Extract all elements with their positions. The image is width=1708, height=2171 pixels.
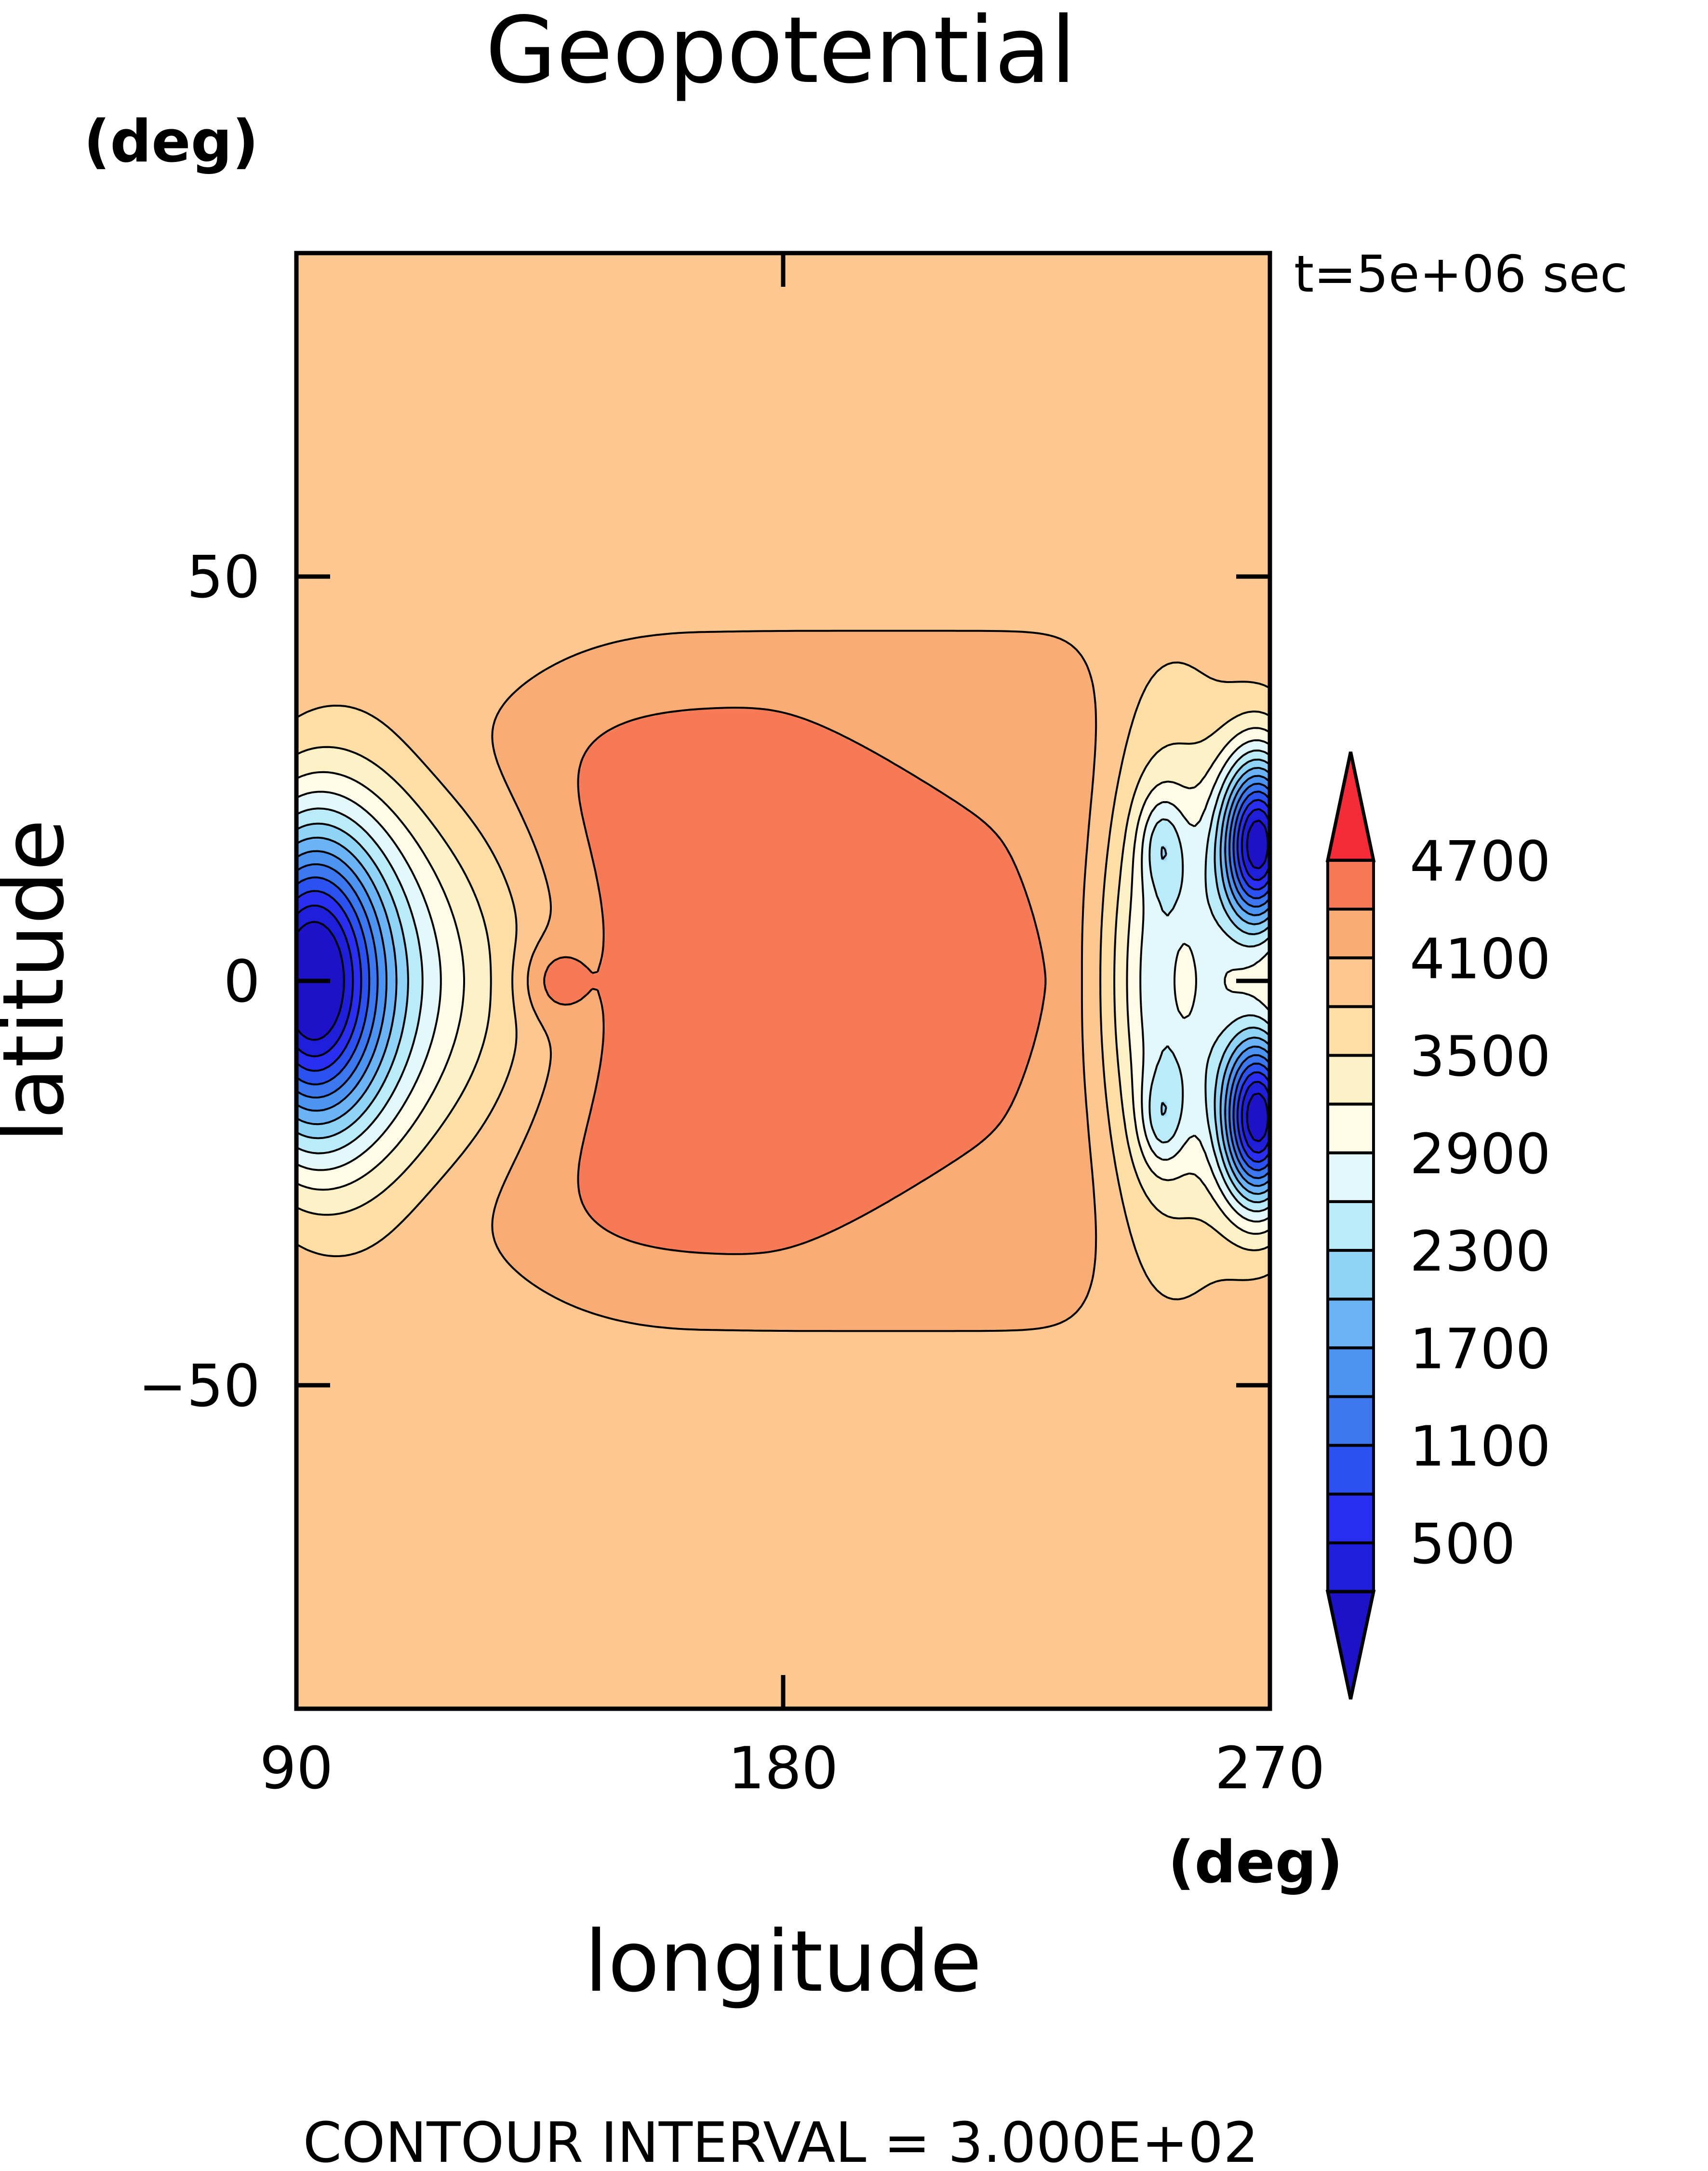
colorbar-box xyxy=(1326,1298,1375,1350)
colorbar-label: 1100 xyxy=(1410,1415,1551,1479)
y-unit-label: (deg) xyxy=(84,108,259,175)
x-tick-label: 180 xyxy=(728,1735,838,1802)
contour-line-4100 xyxy=(491,630,1097,1332)
colorbar-arrow-bottom xyxy=(1325,1590,1376,1700)
x-axis-label: longitude xyxy=(585,1913,982,2011)
colorbar-label: 4700 xyxy=(1410,830,1551,894)
colorbar-box xyxy=(1326,1492,1375,1544)
contour-line-500 xyxy=(296,808,1270,1154)
colorbar-box xyxy=(1326,956,1375,1008)
colorbar-arrow-top xyxy=(1325,751,1376,862)
colorbar-box xyxy=(1326,1395,1375,1447)
y-tick-label: 0 xyxy=(224,949,260,1016)
contour-line-1100 xyxy=(296,791,1270,1171)
colorbar-box xyxy=(1326,1200,1375,1252)
colorbar-box xyxy=(1326,1054,1375,1106)
colorbar-label: 4100 xyxy=(1410,927,1551,992)
colorbar-box xyxy=(1326,1346,1375,1398)
y-tick-label: −50 xyxy=(138,1353,260,1420)
x-tick-label: 270 xyxy=(1214,1735,1325,1802)
y-tick-labels: −50 0 50 xyxy=(138,544,260,1420)
colorbar-box xyxy=(1326,1102,1375,1154)
time-label: t=5e+06 sec xyxy=(1294,245,1628,304)
contour-line-2300 xyxy=(296,758,1270,1204)
x-tick-labels: 90 180 270 xyxy=(260,1735,1325,1802)
colorbar-box xyxy=(1326,859,1375,911)
contour-line-200 xyxy=(296,819,1269,1142)
colorbar xyxy=(1325,751,1376,1700)
contour-line-2600 xyxy=(296,750,1270,1212)
contour-line-1400 xyxy=(296,782,1270,1179)
contour-lines xyxy=(296,630,1270,1332)
x-unit-label: (deg) xyxy=(1168,1829,1343,1896)
axis-ticks xyxy=(294,253,1272,1709)
contour-line-3500 xyxy=(296,710,1270,1251)
colorbar-label: 3500 xyxy=(1410,1025,1551,1089)
colorbar-label: 2300 xyxy=(1410,1220,1551,1284)
colorbar-box xyxy=(1326,1444,1375,1496)
colorbar-box xyxy=(1326,1249,1375,1301)
y-axis-label: latitude xyxy=(0,819,83,1142)
plot-area xyxy=(296,253,1270,1709)
contour-line-3800 xyxy=(296,661,1270,1300)
contour-line-3200 xyxy=(296,727,1270,1235)
contour-line-1700 xyxy=(296,775,1270,1187)
x-tick-label: 90 xyxy=(260,1735,334,1802)
y-tick-label: 50 xyxy=(187,544,260,611)
colorbar-labels: 500 1100 1700 2300 2900 3500 4100 4700 xyxy=(1410,830,1551,1577)
contour-line-2000 xyxy=(296,767,1270,1195)
contour-line-2900 xyxy=(296,739,1270,1223)
colorbar-label: 500 xyxy=(1410,1512,1516,1577)
colorbar-box xyxy=(1326,1151,1375,1203)
colorbar-box xyxy=(1326,908,1375,960)
contour-fill xyxy=(296,253,1270,1709)
colorbar-label: 2900 xyxy=(1410,1122,1551,1187)
chart-title: Geopotential xyxy=(485,0,1076,104)
colorbar-box xyxy=(1326,1541,1375,1594)
colorbar-label: 1700 xyxy=(1410,1317,1551,1381)
contour-line-4400 xyxy=(543,707,1047,1255)
colorbar-box xyxy=(1326,1005,1375,1057)
contour-interval-footer: CONTOUR INTERVAL = 3.000E+02 xyxy=(303,2111,1259,2171)
